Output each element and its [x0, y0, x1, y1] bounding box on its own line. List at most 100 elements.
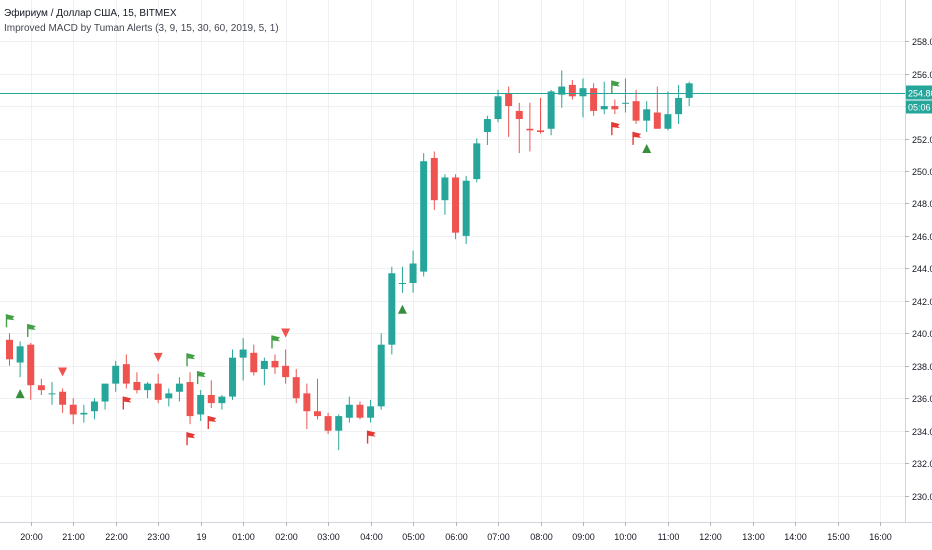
- candle-body: [48, 393, 56, 395]
- candle[interactable]: [643, 101, 651, 133]
- candle[interactable]: [547, 89, 555, 136]
- candle[interactable]: [335, 414, 343, 451]
- candle[interactable]: [420, 153, 428, 277]
- candle[interactable]: [250, 344, 258, 376]
- candle[interactable]: [313, 378, 321, 420]
- price-tick-label: 244.00: [912, 264, 932, 274]
- price-tick-label: 236.00: [912, 394, 932, 404]
- candle[interactable]: [430, 151, 438, 210]
- candle[interactable]: [367, 399, 375, 423]
- candle[interactable]: [260, 357, 268, 386]
- candle[interactable]: [144, 382, 152, 399]
- candle[interactable]: [579, 78, 587, 118]
- candle[interactable]: [398, 266, 406, 293]
- candle[interactable]: [664, 91, 672, 131]
- candle[interactable]: [473, 138, 481, 183]
- candle-body: [154, 383, 162, 400]
- candle[interactable]: [409, 250, 417, 293]
- candle[interactable]: [69, 398, 77, 425]
- candle[interactable]: [101, 383, 109, 410]
- sell-flag-icon: [611, 122, 620, 136]
- price-tick-label: 256.00: [912, 70, 932, 80]
- candle[interactable]: [621, 78, 629, 113]
- price-tick-label: 246.00: [912, 232, 932, 242]
- candle[interactable]: [59, 388, 67, 413]
- candle[interactable]: [80, 404, 88, 423]
- buy-flag-icon: [5, 314, 15, 328]
- candle[interactable]: [388, 266, 396, 355]
- candle[interactable]: [345, 396, 353, 423]
- candle[interactable]: [154, 373, 162, 404]
- candle-body: [388, 273, 396, 345]
- candle[interactable]: [112, 360, 120, 392]
- signal-markers: [5, 80, 652, 446]
- candle[interactable]: [303, 383, 311, 430]
- candle[interactable]: [48, 382, 56, 405]
- candle-body: [356, 404, 364, 418]
- candle[interactable]: [175, 377, 183, 402]
- candle[interactable]: [356, 401, 364, 420]
- chart-grid: [0, 0, 905, 522]
- candle[interactable]: [515, 102, 523, 154]
- candle[interactable]: [537, 97, 544, 134]
- candle[interactable]: [653, 86, 661, 129]
- candle-body: [303, 393, 311, 412]
- candle[interactable]: [6, 333, 13, 366]
- candle-body: [505, 93, 513, 107]
- candle[interactable]: [282, 349, 290, 384]
- candle[interactable]: [90, 398, 98, 420]
- candle[interactable]: [197, 390, 205, 421]
- candle[interactable]: [600, 81, 608, 115]
- price-axis[interactable]: 230.00 232.00 234.00 236.00 238.00 240.00 242.…: [905, 0, 932, 522]
- candle[interactable]: [133, 372, 141, 394]
- candle-body: [6, 339, 13, 360]
- candle-body: [409, 263, 417, 283]
- countdown-badge: [906, 100, 932, 114]
- candles[interactable]: [6, 70, 693, 451]
- sell-flag-icon: [186, 432, 196, 446]
- candle[interactable]: [165, 388, 173, 407]
- time-tick-label: 23:00: [147, 532, 170, 542]
- candle[interactable]: [218, 395, 226, 410]
- candle[interactable]: [462, 175, 470, 245]
- candle[interactable]: [483, 115, 491, 145]
- candle-body: [420, 161, 428, 272]
- candle[interactable]: [505, 86, 513, 137]
- candle[interactable]: [239, 338, 247, 381]
- candle[interactable]: [16, 341, 24, 378]
- sell-flag-icon: [207, 415, 217, 429]
- candle[interactable]: [122, 354, 130, 389]
- candle[interactable]: [441, 174, 449, 215]
- candle[interactable]: [271, 354, 279, 374]
- candle[interactable]: [37, 378, 45, 395]
- candle-body: [175, 383, 183, 392]
- candle[interactable]: [452, 174, 460, 240]
- candle[interactable]: [611, 99, 619, 115]
- price-badges: 254.80 05:06: [906, 85, 932, 114]
- candle[interactable]: [27, 343, 35, 400]
- candle[interactable]: [324, 412, 332, 434]
- time-axis[interactable]: 20:00 21:00 22:00 23:00 19 01:00 02:00 03:00 04:…: [0, 522, 932, 542]
- sell-triangle-icon: [58, 367, 68, 377]
- candle-body: [377, 344, 385, 407]
- time-tick-label: 09:00: [572, 532, 595, 542]
- symbol-title[interactable]: Эфириум / Доллар США, 15, BITMEX: [4, 8, 177, 19]
- candle[interactable]: [377, 333, 385, 410]
- price-tick-label: 252.00: [912, 135, 932, 145]
- candle-body: [430, 157, 438, 201]
- candle[interactable]: [292, 369, 300, 404]
- candle[interactable]: [590, 83, 598, 116]
- candle[interactable]: [229, 349, 237, 400]
- candle[interactable]: [207, 380, 215, 408]
- candle[interactable]: [186, 372, 194, 425]
- candle[interactable]: [558, 70, 566, 108]
- candle[interactable]: [568, 80, 576, 100]
- candle[interactable]: [675, 84, 683, 124]
- candle-body: [653, 112, 661, 129]
- candle-body: [229, 357, 237, 397]
- indicator-title[interactable]: Improved MACD by Tuman Alerts (3, 9, 15,…: [4, 23, 279, 34]
- candle[interactable]: [526, 102, 534, 152]
- candle[interactable]: [494, 89, 502, 123]
- candle[interactable]: [632, 89, 640, 124]
